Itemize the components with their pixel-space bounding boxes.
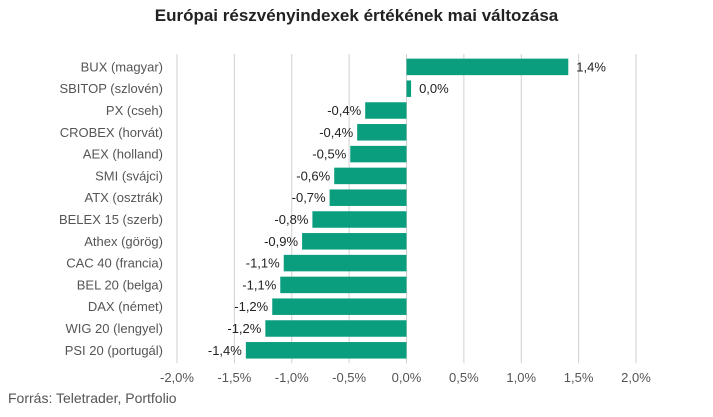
- x-tick-label: -1,5%: [217, 370, 251, 385]
- data-label: -0,4%: [327, 103, 361, 118]
- bar: [302, 233, 407, 250]
- x-tick-label: 1,0%: [506, 370, 536, 385]
- category-label: PSI 20 (portugál): [65, 343, 163, 358]
- bar: [406, 58, 569, 76]
- bar: [365, 102, 407, 119]
- bar: [334, 167, 407, 185]
- category-label: Athex (görög): [84, 234, 163, 249]
- data-label: -0,7%: [292, 190, 326, 205]
- x-tick-label: 2,0%: [621, 370, 651, 385]
- category-label: WIG 20 (lengyel): [65, 321, 163, 336]
- category-label: BELEX 15 (szerb): [59, 212, 163, 227]
- data-label: -1,1%: [242, 277, 276, 292]
- category-label: SMI (svájci): [95, 168, 163, 183]
- data-label: 0,0%: [419, 81, 449, 96]
- data-label: -1,4%: [208, 343, 242, 358]
- data-label: -1,1%: [246, 256, 280, 271]
- bar: [272, 298, 407, 315]
- bar: [280, 276, 407, 294]
- bar: [329, 189, 407, 206]
- x-tick-label: 0,5%: [449, 370, 479, 385]
- category-label: CROBEX (horvát): [60, 125, 163, 140]
- bar: [350, 145, 407, 163]
- bar: [406, 80, 412, 97]
- x-tick-label: 0,0%: [392, 370, 422, 385]
- source-note: Forrás: Teletrader, Portfolio: [8, 390, 177, 406]
- x-tick-label: -2,0%: [160, 370, 194, 385]
- chart-title: Európai részvényindexek értékének mai vá…: [154, 6, 559, 25]
- bar: [265, 320, 407, 337]
- data-label: -0,4%: [319, 125, 353, 140]
- bar: [245, 342, 407, 359]
- data-label: -0,8%: [274, 212, 308, 227]
- category-label: ATX (osztrák): [85, 190, 164, 205]
- bar: [357, 124, 407, 141]
- bar: [312, 211, 407, 228]
- data-label: 1,4%: [576, 59, 606, 74]
- x-tick-label: -0,5%: [332, 370, 366, 385]
- category-label: BUX (magyar): [81, 59, 163, 74]
- data-label: -0,6%: [296, 168, 330, 183]
- category-label: AEX (holland): [83, 147, 163, 162]
- x-tick-label: 1,5%: [564, 370, 594, 385]
- category-label: BEL 20 (belga): [77, 277, 163, 292]
- data-label: -1,2%: [227, 321, 261, 336]
- data-label: -1,2%: [234, 299, 268, 314]
- category-label: DAX (német): [88, 299, 163, 314]
- category-label: CAC 40 (francia): [66, 256, 163, 271]
- bar: [283, 254, 407, 272]
- data-label: -0,5%: [312, 147, 346, 162]
- category-label: SBITOP (szlovén): [59, 81, 163, 96]
- data-label: -0,9%: [264, 234, 298, 249]
- category-label: PX (cseh): [106, 103, 163, 118]
- x-tick-label: -1,0%: [275, 370, 309, 385]
